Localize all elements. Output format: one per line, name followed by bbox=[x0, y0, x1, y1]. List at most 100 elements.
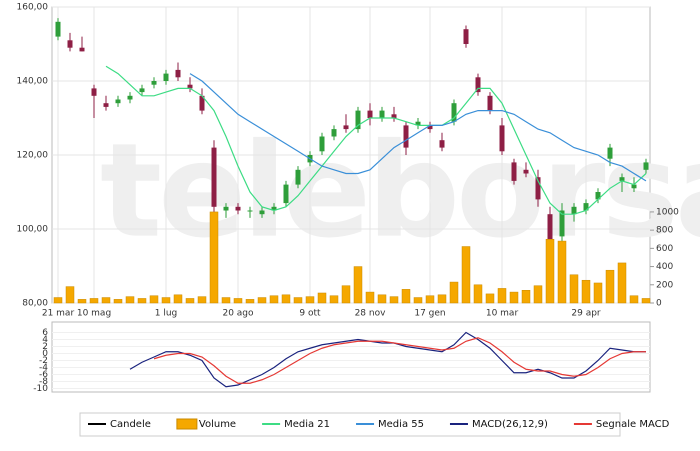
candle-body bbox=[235, 206, 241, 211]
legend-label: MACD(26,12,9) bbox=[472, 419, 548, 430]
legend-label: Media 55 bbox=[378, 419, 424, 430]
volume-bar bbox=[449, 281, 459, 304]
volume-bar bbox=[605, 269, 615, 304]
volume-bar bbox=[101, 297, 111, 304]
y-tick-label: 100,00 bbox=[17, 225, 49, 235]
candle-body bbox=[139, 88, 145, 93]
volume-bar bbox=[377, 294, 387, 304]
volume-bar bbox=[401, 289, 411, 304]
volume-bar bbox=[509, 291, 519, 304]
volume-bar bbox=[89, 298, 99, 304]
volume-bar bbox=[461, 246, 471, 304]
x-tick-label: 10 mar bbox=[486, 309, 519, 319]
volume-bar bbox=[257, 297, 267, 304]
legend-swatch bbox=[176, 418, 198, 430]
candle-body bbox=[487, 95, 493, 111]
candle-body bbox=[127, 95, 133, 100]
y-tick-label: -8 bbox=[39, 377, 48, 387]
y2-tick-label: 0 bbox=[656, 299, 662, 309]
candle-body bbox=[91, 88, 97, 96]
volume-bar bbox=[185, 298, 195, 304]
volume-bar bbox=[389, 296, 399, 304]
volume-bar bbox=[125, 296, 135, 304]
volume-bar bbox=[545, 238, 555, 304]
candle-body bbox=[103, 103, 109, 107]
y2-tick-label: 800 bbox=[656, 226, 673, 236]
candle-body bbox=[115, 99, 121, 104]
y-tick-label: 140,00 bbox=[17, 77, 49, 87]
volume-bar bbox=[281, 294, 291, 304]
volume-bar bbox=[209, 211, 219, 304]
y-tick-label: 80,00 bbox=[22, 299, 48, 309]
candle-body bbox=[403, 125, 409, 148]
candle-body bbox=[163, 73, 169, 81]
volume-bar bbox=[197, 296, 207, 304]
candle-body bbox=[415, 121, 421, 126]
volume-bar bbox=[53, 297, 63, 304]
candle-body bbox=[199, 95, 205, 111]
candle-body bbox=[559, 210, 565, 237]
candle-body bbox=[55, 21, 61, 37]
volume-bar bbox=[437, 294, 447, 304]
volume-bar bbox=[365, 291, 375, 304]
x-tick-label: 21 mar bbox=[42, 309, 75, 319]
candle-body bbox=[499, 125, 505, 152]
x-tick-label: 10 mag bbox=[77, 309, 111, 319]
y-tick-label: -10 bbox=[33, 384, 48, 394]
macd-plot bbox=[51, 321, 651, 393]
volume-bar bbox=[269, 295, 279, 304]
candle-body bbox=[79, 47, 85, 52]
candle-body bbox=[259, 210, 265, 215]
volume-bar bbox=[413, 297, 423, 304]
candle-body bbox=[355, 110, 361, 130]
line-series bbox=[189, 73, 647, 182]
volume-bar bbox=[293, 297, 303, 304]
candle-body bbox=[151, 81, 157, 85]
y-tick-label: 6 bbox=[42, 328, 48, 338]
y-tick-label: 0 bbox=[42, 349, 48, 359]
candle-body bbox=[67, 40, 73, 48]
line-series bbox=[153, 337, 646, 384]
y2-tick-label: 600 bbox=[656, 244, 673, 254]
candle-body bbox=[427, 125, 433, 130]
candle-body bbox=[283, 184, 289, 204]
volume-bar bbox=[497, 288, 507, 304]
volume-bar bbox=[305, 296, 315, 304]
volume-bar bbox=[425, 295, 435, 304]
x-tick-label: 28 nov bbox=[355, 309, 387, 319]
volume-bar bbox=[329, 295, 339, 304]
candle-body bbox=[583, 203, 589, 211]
candle-body bbox=[475, 77, 481, 93]
candle-body bbox=[439, 140, 445, 148]
y2-tick-label: 1000 bbox=[656, 207, 679, 217]
candle-body bbox=[211, 147, 217, 207]
volume-bar bbox=[77, 299, 87, 304]
candle-body bbox=[367, 110, 373, 118]
volume-bar bbox=[317, 292, 327, 304]
volume-bar bbox=[341, 285, 351, 304]
volume-bar bbox=[557, 240, 567, 304]
candle-body bbox=[547, 214, 553, 244]
volume-bar bbox=[617, 262, 627, 304]
candle-body bbox=[319, 136, 325, 152]
y2-tick-label: 200 bbox=[656, 280, 673, 290]
candle-body bbox=[535, 177, 541, 200]
volume-bar bbox=[113, 299, 123, 304]
candle-body bbox=[271, 206, 277, 211]
candle-body bbox=[643, 162, 649, 170]
volume-bar bbox=[149, 295, 159, 304]
volume-bar bbox=[137, 298, 147, 304]
candle-body bbox=[607, 147, 613, 159]
candle-body bbox=[391, 114, 397, 118]
volume-bar bbox=[173, 294, 183, 304]
candle-body bbox=[295, 169, 301, 185]
x-tick-label: 17 gen bbox=[414, 309, 445, 319]
x-tick-label: 29 apr bbox=[571, 309, 601, 319]
legend-label: Candele bbox=[110, 419, 151, 430]
candle-body bbox=[451, 103, 457, 122]
legend-label: Volume bbox=[199, 419, 236, 430]
candle-body bbox=[511, 162, 517, 181]
volume-bar bbox=[245, 299, 255, 304]
y-tick-label: -6 bbox=[39, 370, 48, 380]
